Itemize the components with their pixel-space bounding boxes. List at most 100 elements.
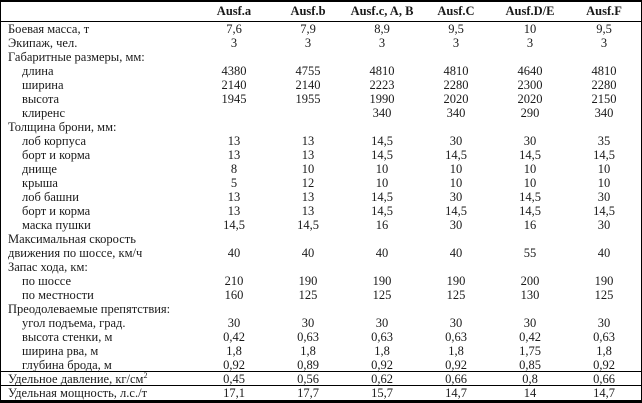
cell-value: 1,8 xyxy=(448,344,464,358)
cell-value: 40 xyxy=(449,246,463,260)
cell-value: 2020 xyxy=(443,92,469,106)
cell-value: 30 xyxy=(449,134,463,148)
superscript: 2 xyxy=(143,370,148,380)
cell-value: 0,92 xyxy=(445,358,467,372)
cell-value: 0,92 xyxy=(223,358,245,372)
row-label: высота xyxy=(22,92,60,106)
cell-value: 14,7 xyxy=(445,386,467,400)
cell-value: 30 xyxy=(449,316,463,330)
cell-value xyxy=(345,232,419,246)
table-row: лоб корпуса 13 13 14,5 30 30 35 xyxy=(1,134,641,148)
cell-value: 14,5 xyxy=(519,148,541,162)
cell-value: 14,5 xyxy=(371,190,393,204)
cell-value: 14,5 xyxy=(297,218,319,232)
cell-value: 14,5 xyxy=(519,204,541,218)
cell-value: 3 xyxy=(600,36,608,50)
cell-value: 1945 xyxy=(221,92,247,106)
cell-value: 30 xyxy=(375,316,389,330)
cell-value: 0,92 xyxy=(593,358,615,372)
cell-value: 0,45 xyxy=(223,372,245,386)
table-row: глубина брода, м 0,92 0,89 0,92 0,92 0,85 0,92 xyxy=(1,358,641,372)
table-row: угол подъема, град. 30 30 30 30 30 30 xyxy=(1,316,641,330)
cell-value: 2300 xyxy=(517,78,543,92)
table-row: днище 8 10 10 10 10 10 xyxy=(1,162,641,176)
cell-value xyxy=(419,302,493,316)
cell-value: 10 xyxy=(449,162,463,176)
row-label: крыша xyxy=(22,176,58,190)
table-row: длина 4380 4755 4810 4810 4640 4810 xyxy=(1,64,641,78)
cell-value: 125 xyxy=(372,288,392,302)
cell-value xyxy=(271,260,345,274)
cell-value: 12 xyxy=(301,176,315,190)
table-row: по местности 160 125 125 125 130 125 xyxy=(1,288,641,302)
table-row: Максимальная скорость xyxy=(1,232,641,246)
cell-value: 190 xyxy=(298,274,318,288)
cell-value: 10 xyxy=(523,176,537,190)
row-label: Преодолеваемые препятствия: xyxy=(8,302,171,316)
column-header: Ausf.D/E xyxy=(505,4,555,18)
cell-value: 14,5 xyxy=(371,148,393,162)
row-label: лоб корпуса xyxy=(22,134,87,148)
cell-value: 1990 xyxy=(369,92,395,106)
table-row: лоб башни 13 13 14,5 30 14,5 30 xyxy=(1,190,641,204)
cell-value: 1,8 xyxy=(374,344,390,358)
cell-value: 7,9 xyxy=(300,22,316,36)
table-row: Запас хода, км: xyxy=(1,260,641,274)
table-row: ширина рва, м 1,8 1,8 1,8 1,8 1,75 1,8 xyxy=(1,344,641,358)
cell-value: 0,63 xyxy=(445,330,467,344)
cell-value: 40 xyxy=(597,246,611,260)
cell-value: 4810 xyxy=(443,64,469,78)
table-row: Толщина брони, мм: xyxy=(1,120,641,134)
table-row: крыша 5 12 10 10 10 10 xyxy=(1,176,641,190)
cell-value: 30 xyxy=(449,190,463,204)
cell-value: 14,5 xyxy=(371,134,393,148)
cell-value: 3 xyxy=(378,36,386,50)
row-label: Удельное давление, кг/см2 xyxy=(8,370,148,386)
cell-value: 16 xyxy=(523,218,537,232)
row-label: Максимальная скорость xyxy=(8,232,136,246)
cell-value: 40 xyxy=(227,246,241,260)
cell-value: 13 xyxy=(227,204,241,218)
cell-value xyxy=(567,120,641,134)
cell-value xyxy=(493,302,567,316)
cell-value xyxy=(197,260,271,274)
cell-value: 10 xyxy=(597,162,611,176)
cell-value: 10 xyxy=(301,162,315,176)
cell-value xyxy=(271,232,345,246)
row-label: клиренс xyxy=(22,106,66,120)
table-row: Удельная мощность, л.с./т 17,1 17,7 15,7 14,… xyxy=(1,386,641,400)
cell-value: 0,62 xyxy=(371,372,393,386)
cell-value: 13 xyxy=(301,148,315,162)
cell-value xyxy=(197,232,271,246)
cell-value: 8 xyxy=(230,162,238,176)
cell-value xyxy=(419,260,493,274)
cell-value: 17,1 xyxy=(223,386,245,400)
cell-value: 2020 xyxy=(517,92,543,106)
cell-value: 2223 xyxy=(369,78,395,92)
column-header: Ausf.b xyxy=(290,4,326,18)
cell-value: 4755 xyxy=(295,64,321,78)
cell-value xyxy=(271,50,345,64)
cell-value: 16 xyxy=(375,218,389,232)
table-row: Экипаж, чел. 3 3 3 3 3 3 xyxy=(1,36,641,50)
cell-value: 30 xyxy=(523,134,537,148)
column-header: Ausf.C xyxy=(437,4,475,18)
cell-value xyxy=(197,120,271,134)
row-label: маска пушки xyxy=(22,218,91,232)
cell-value: 340 xyxy=(594,106,614,120)
cell-value xyxy=(345,260,419,274)
cell-value: 4810 xyxy=(591,64,617,78)
cell-value: 13 xyxy=(227,148,241,162)
cell-value: 35 xyxy=(597,134,611,148)
table-row: борт и корма 13 13 14,5 14,5 14,5 14,5 xyxy=(1,204,641,218)
cell-value: 1,8 xyxy=(226,344,242,358)
cell-value: 2280 xyxy=(443,78,469,92)
table-row: ширина 2140 2140 2223 2280 2300 2280 xyxy=(1,78,641,92)
row-label: движения по шоссе, км/ч xyxy=(8,246,143,260)
row-label: лоб башни xyxy=(22,190,79,204)
table-row: Боевая масса, т 7,6 7,9 8,9 9,5 10 9,5 xyxy=(1,22,641,36)
cell-value: 130 xyxy=(520,288,540,302)
cell-value: 160 xyxy=(224,288,244,302)
